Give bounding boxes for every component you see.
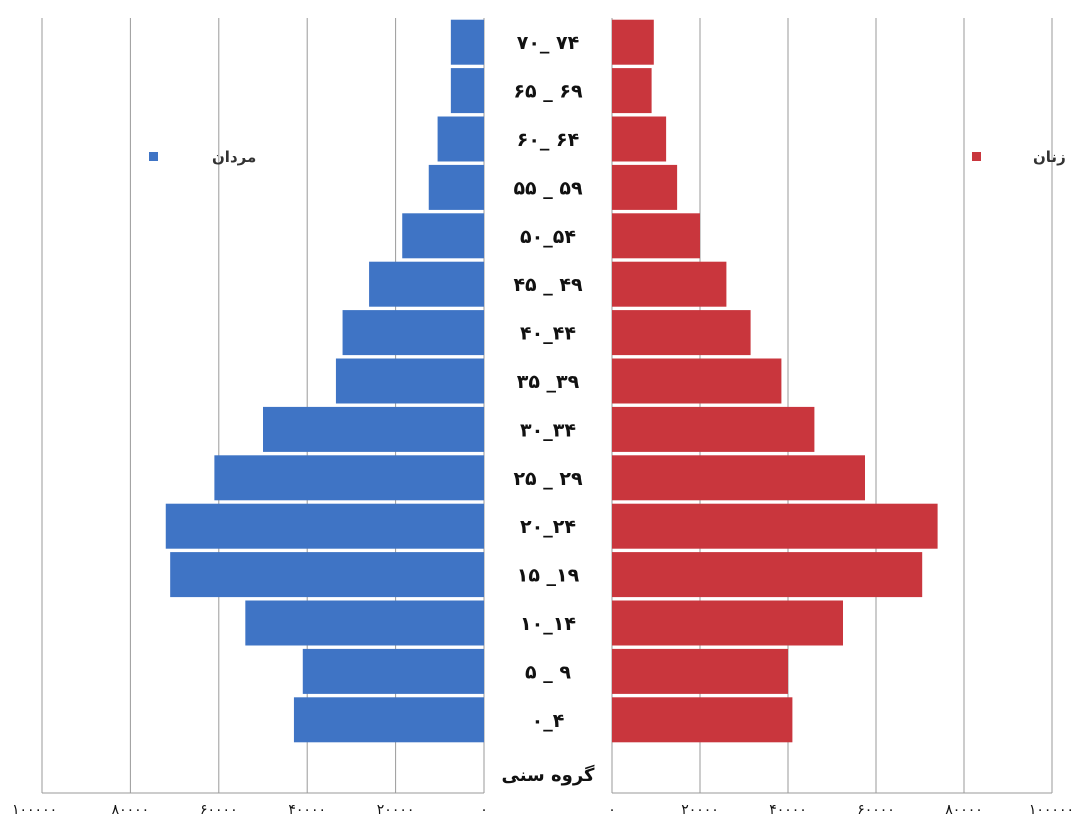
age-group-label: ۱۰_۱۴ bbox=[520, 613, 576, 635]
bar-men-6 bbox=[263, 406, 484, 452]
bar-women-7 bbox=[612, 358, 782, 404]
x-tick-label-left: ۸۰۰۰۰ bbox=[112, 802, 150, 818]
age-group-label: ۴۵ _ ۴۹ bbox=[513, 274, 583, 296]
bar-women-8 bbox=[612, 310, 751, 356]
bar-women-2 bbox=[612, 600, 843, 646]
bar-men-14 bbox=[450, 19, 484, 65]
age-group-label: ۲۵ _ ۲۹ bbox=[513, 468, 583, 490]
x-tick-label-right: ۰ bbox=[608, 802, 616, 818]
bar-women-0 bbox=[612, 697, 793, 743]
bar-men-9 bbox=[369, 261, 484, 307]
grid-lines bbox=[41, 18, 1053, 794]
x-tick-label-right: ۱۰۰۰۰۰ bbox=[1029, 802, 1074, 818]
age-group-label: ۵ _ ۹ bbox=[525, 661, 571, 683]
age-group-axis-title: گروه سنی bbox=[501, 764, 595, 786]
age-group-label: ۱۵ _۱۹ bbox=[517, 565, 580, 587]
legend-swatch-men bbox=[149, 152, 158, 161]
bar-women-11 bbox=[612, 164, 678, 210]
bar-men-11 bbox=[428, 164, 484, 210]
x-tick-label-left: ۰ bbox=[480, 802, 488, 818]
bar-women-12 bbox=[612, 116, 667, 162]
x-tick-label-right: ۴۰۰۰۰ bbox=[769, 802, 807, 818]
bar-women-4 bbox=[612, 503, 938, 549]
age-group-label: ۵۵ _ ۵۹ bbox=[513, 177, 583, 199]
bar-men-7 bbox=[335, 358, 484, 404]
bar-women-3 bbox=[612, 552, 923, 598]
age-group-label: ۳۰_۳۴ bbox=[520, 419, 576, 441]
bar-men-4 bbox=[165, 503, 484, 549]
x-tick-label-left: ۲۰۰۰۰ bbox=[377, 802, 415, 818]
age-group-label: ۴۰_۴۴ bbox=[520, 323, 576, 345]
legend-swatch-women bbox=[972, 152, 981, 161]
age-group-label: ۶۰_ ۶۴ bbox=[517, 129, 580, 151]
legend: مردان زنان bbox=[149, 148, 1066, 166]
bar-men-12 bbox=[437, 116, 484, 162]
bar-men-13 bbox=[450, 68, 484, 114]
x-tick-label-left: ۶۰۰۰۰ bbox=[200, 802, 238, 818]
bar-men-8 bbox=[342, 310, 484, 356]
age-group-labels: ۰_۴ ۵ _ ۹ ۱۰_۱۴ ۱۵ _۱۹ ۲۰_۲۴ ۲۵ _ ۲۹ ۳۰_۳۴ ۳۵ _… bbox=[513, 32, 583, 732]
bar-women-14 bbox=[612, 19, 654, 65]
bar-women-10 bbox=[612, 213, 700, 259]
bar-women-5 bbox=[612, 455, 865, 501]
age-group-label: ۶۵ _ ۶۹ bbox=[513, 81, 583, 103]
x-tick-label-left: ۱۰۰۰۰۰ bbox=[12, 802, 57, 818]
x-tick-label-right: ۸۰۰۰۰ bbox=[945, 802, 983, 818]
bar-women-1 bbox=[612, 648, 788, 694]
bar-men-2 bbox=[245, 600, 484, 646]
bar-men-3 bbox=[170, 552, 484, 598]
x-tick-label-left: ۴۰۰۰۰ bbox=[288, 802, 326, 818]
bar-men-0 bbox=[293, 697, 484, 743]
bar-men-1 bbox=[302, 648, 484, 694]
bar-men-5 bbox=[214, 455, 484, 501]
bar-men-10 bbox=[402, 213, 484, 259]
age-group-label: ۰_۴ bbox=[532, 710, 565, 732]
bar-women-13 bbox=[612, 68, 652, 114]
x-axis-ticks: ۰ ۰ ۲۰۰۰۰ ۲۰۰۰۰ ۴۰۰۰۰ ۴۰۰۰۰ ۶۰۰۰۰ ۶۰۰۰۰ ۸۰۰۰۰ ۸۰۰… bbox=[12, 802, 1074, 818]
bar-women-9 bbox=[612, 261, 727, 307]
bar-women-6 bbox=[612, 406, 815, 452]
age-group-label: ۵۰_۵۴ bbox=[520, 226, 576, 248]
x-tick-label-right: ۲۰۰۰۰ bbox=[681, 802, 719, 818]
age-group-label: ۲۰_۲۴ bbox=[520, 516, 576, 538]
legend-label-men: مردان bbox=[212, 148, 256, 166]
age-group-label: ۷۰_ ۷۴ bbox=[517, 32, 580, 54]
age-group-label: ۳۵ _۳۹ bbox=[517, 371, 580, 393]
bars bbox=[165, 19, 938, 743]
x-tick-label-right: ۶۰۰۰۰ bbox=[857, 802, 895, 818]
legend-label-women: زنان bbox=[1033, 148, 1066, 166]
